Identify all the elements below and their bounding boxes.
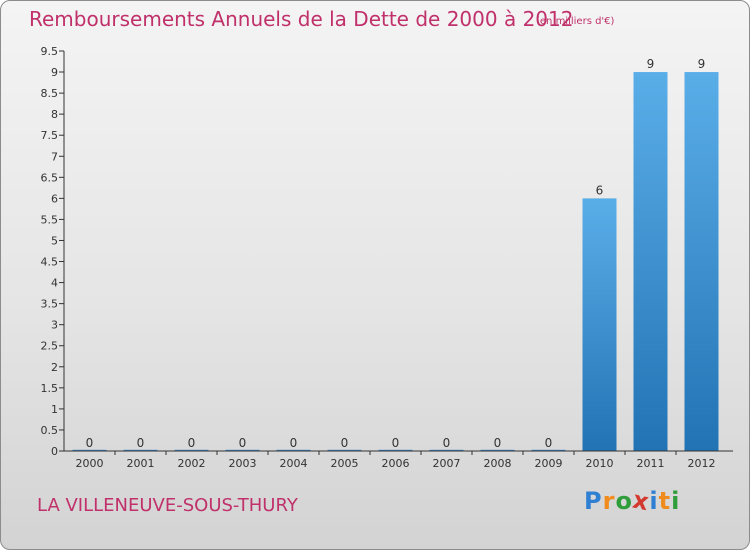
bar xyxy=(123,449,158,451)
y-tick-label: 1.5 xyxy=(41,382,59,395)
y-tick-label: 0.5 xyxy=(41,424,59,437)
y-tick-label: 8 xyxy=(51,108,58,121)
y-tick-label: 1 xyxy=(51,403,58,416)
data-label: 0 xyxy=(443,436,451,450)
y-tick-label: 2 xyxy=(51,361,58,374)
proxiti-logo: Proxiti xyxy=(584,486,681,517)
data-label: 0 xyxy=(239,436,247,450)
data-label: 0 xyxy=(137,436,145,450)
y-tick-label: 9.5 xyxy=(41,45,59,58)
bar xyxy=(225,449,260,451)
logo-letter: i xyxy=(649,487,659,515)
x-tick-label: 2004 xyxy=(280,457,308,470)
bar xyxy=(582,198,617,451)
logo-letter: i xyxy=(671,487,681,515)
bar xyxy=(174,449,209,451)
y-tick-label: 3.5 xyxy=(41,298,59,311)
axes-layer: 0 0.5 1 1.5 2 2.5 3 3.5 4 4.5 5 5.5 6 6.5 7 7.5 8 8.5 9 9.5… xyxy=(41,45,733,470)
x-tick-label: 2011 xyxy=(637,457,665,470)
bar xyxy=(327,449,362,451)
x-tick-label: 2009 xyxy=(535,457,563,470)
bar xyxy=(378,449,413,451)
bar xyxy=(480,449,515,451)
data-label: 9 xyxy=(647,57,655,71)
x-tick-label: 2007 xyxy=(433,457,461,470)
bar xyxy=(633,72,668,451)
logo-letter: t xyxy=(658,487,672,515)
data-label: 0 xyxy=(341,436,349,450)
x-tick-label: 2001 xyxy=(127,457,155,470)
y-tick-label: 8.5 xyxy=(41,87,59,100)
y-tick-label: 6 xyxy=(51,192,58,205)
logo-letter: P xyxy=(584,487,603,515)
y-tick-label: 7 xyxy=(51,150,58,163)
x-tick-label: 2010 xyxy=(586,457,614,470)
bar xyxy=(72,449,107,451)
y-tick-label: 4.5 xyxy=(41,256,59,269)
x-tick-label: 2005 xyxy=(331,457,359,470)
y-tick-label: 0 xyxy=(51,445,58,458)
place-name: LA VILLENEUVE-SOUS-THURY xyxy=(37,495,298,516)
logo-letter: o xyxy=(615,487,633,515)
chart-subtitle: (en milliers d'€) xyxy=(536,16,615,27)
data-label: 9 xyxy=(698,57,706,71)
y-tick-label: 5.5 xyxy=(41,213,59,226)
data-label: 0 xyxy=(86,436,94,450)
bars-layer xyxy=(72,72,719,451)
x-tick-label: 2006 xyxy=(382,457,410,470)
bar xyxy=(531,449,566,451)
bar xyxy=(276,449,311,451)
y-tick-label: 3 xyxy=(51,319,58,332)
y-tick-label: 4 xyxy=(51,277,58,290)
y-tick-label: 7.5 xyxy=(41,129,59,142)
logo-letter: r xyxy=(602,487,616,515)
x-tick-label: 2003 xyxy=(229,457,257,470)
bar xyxy=(429,449,464,451)
bar xyxy=(684,72,719,451)
x-tick-label: 2012 xyxy=(688,457,716,470)
y-tick-label: 6.5 xyxy=(41,171,59,184)
x-tick-label: 2008 xyxy=(484,457,512,470)
chart-title: Remboursements Annuels de la Dette de 20… xyxy=(29,7,574,31)
data-label: 0 xyxy=(290,436,298,450)
data-label: 0 xyxy=(494,436,502,450)
x-tick-label: 2000 xyxy=(76,457,104,470)
data-label: 0 xyxy=(392,436,400,450)
data-label: 6 xyxy=(596,183,604,197)
y-tick-label: 9 xyxy=(51,66,58,79)
y-tick-label: 5 xyxy=(51,234,58,247)
data-label: 0 xyxy=(545,436,553,450)
x-tick-label: 2002 xyxy=(178,457,206,470)
data-label: 0 xyxy=(188,436,196,450)
y-tick-label: 2.5 xyxy=(41,340,59,353)
